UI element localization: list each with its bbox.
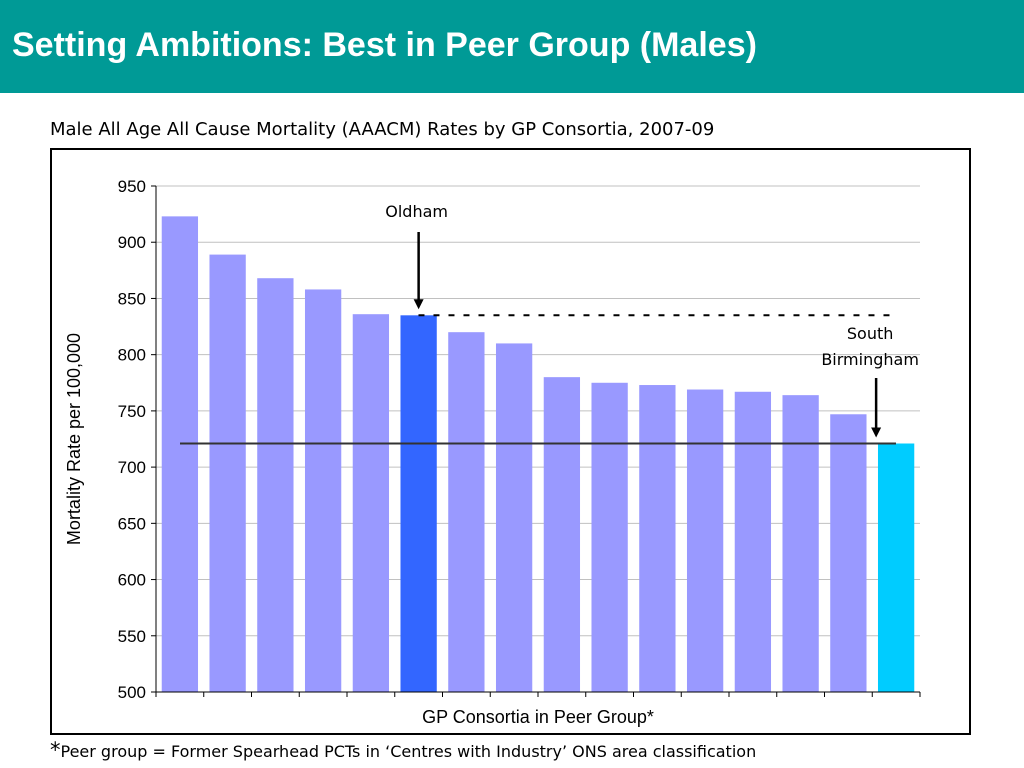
y-tick-label-850: 850 — [118, 289, 146, 308]
annotation-oldham: Oldham — [385, 202, 448, 221]
annotation-south: South — [847, 324, 894, 343]
footnote: *Peer group = Former Spearhead PCTs in ‘… — [50, 738, 756, 762]
x-axis-label: GP Consortia in Peer Group* — [422, 707, 654, 727]
y-tick-label-900: 900 — [118, 233, 146, 252]
footnote-star: * — [50, 738, 61, 762]
bar-13 — [734, 391, 772, 692]
bar-12 — [686, 389, 724, 692]
oldham-arrow-head — [413, 299, 424, 310]
annotation-birmingham: Birmingham — [821, 350, 919, 369]
bar-7 — [448, 332, 485, 692]
bar-5 — [352, 314, 390, 692]
bar-9 — [543, 377, 581, 692]
y-tick-label-500: 500 — [118, 683, 146, 702]
y-tick-label-950: 950 — [118, 177, 146, 196]
footnote-text: Peer group = Former Spearhead PCTs in ‘C… — [60, 742, 757, 761]
bar-2 — [209, 254, 246, 692]
south-birmingham-arrow-head — [871, 427, 882, 438]
bar-15 — [830, 414, 867, 692]
bar-14 — [782, 395, 819, 692]
y-tick-label-750: 750 — [118, 402, 146, 421]
chart-title: Male All Age All Cause Mortality (AAACM)… — [50, 119, 715, 140]
bar-16 — [877, 443, 915, 692]
slide-title: Setting Ambitions: Best in Peer Group (M… — [12, 26, 757, 64]
y-tick-label-650: 650 — [118, 514, 146, 533]
bar-11 — [639, 385, 676, 692]
chart-plot: 500 550 600 650 700 750 800 850 900 950 GP Consort… — [64, 177, 921, 727]
chart-frame: 500 550 600 650 700 750 800 850 900 950 GP Consort… — [50, 148, 971, 735]
bar-4 — [304, 289, 342, 692]
slide-header: Setting Ambitions: Best in Peer Group (M… — [0, 0, 1024, 93]
y-tick-label-600: 600 — [118, 571, 146, 590]
y-axis-label: Mortality Rate per 100,000 — [64, 333, 84, 545]
y-tick-label-800: 800 — [118, 346, 146, 365]
bar-8 — [495, 343, 533, 692]
y-tick-label-700: 700 — [118, 458, 146, 477]
bar-1 — [161, 216, 199, 693]
bar-10 — [591, 382, 628, 692]
bar-3 — [257, 278, 294, 692]
y-tick-label-550: 550 — [118, 627, 146, 646]
bar-6 — [400, 315, 437, 692]
